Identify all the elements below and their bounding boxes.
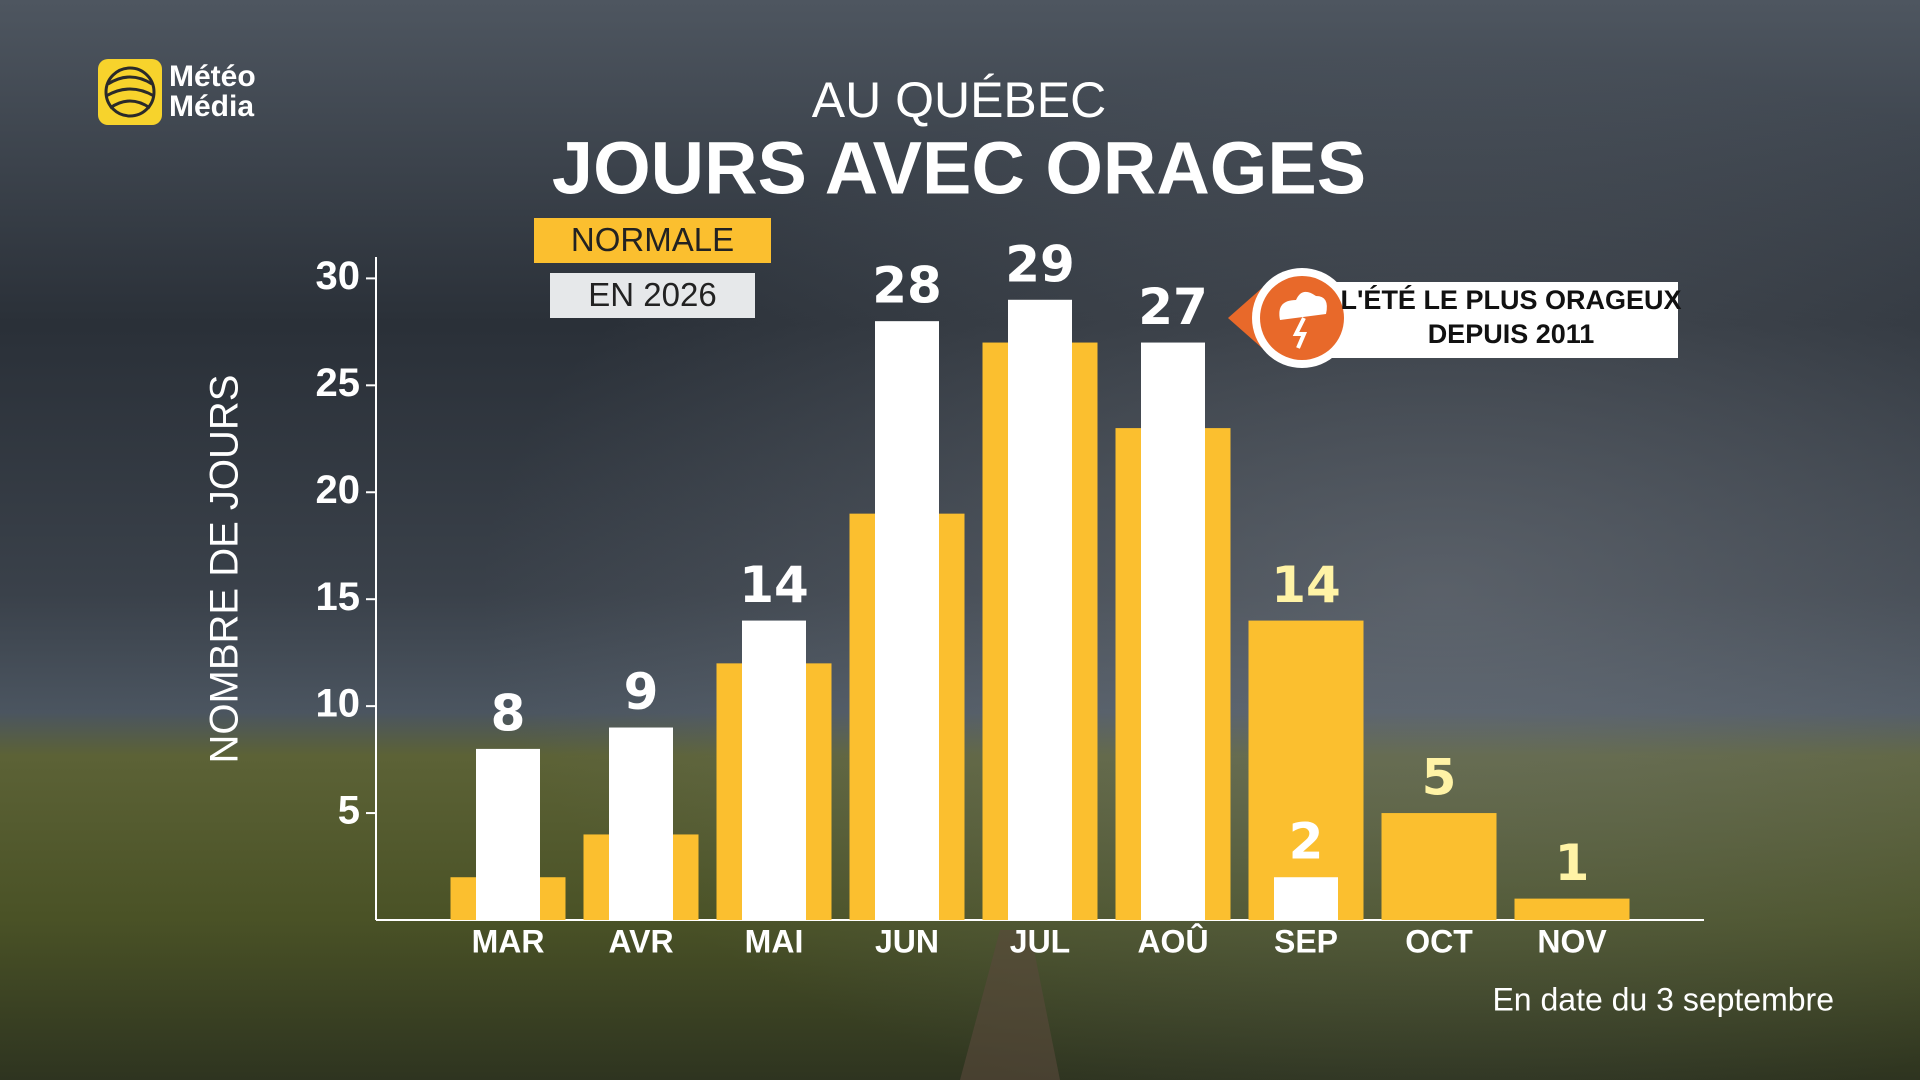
annotation-box [1300,282,1678,358]
x-tick-label: OCT [1405,923,1473,959]
bar [609,727,673,920]
annotation-text: DEPUIS 2011 [1428,319,1595,349]
x-tick-label: SEP [1274,923,1338,959]
value-label: 1 [1555,834,1590,892]
value-label: 8 [491,684,526,742]
bar [1141,342,1205,920]
logo-lines [105,75,155,110]
legend-label: EN 2026 [588,276,716,313]
x-tick-label: AOÛ [1137,923,1208,959]
legend-swatch [550,273,755,318]
supertitle: AU QUÉBEC [812,72,1107,128]
value-label: 14 [1271,556,1341,614]
value-label: 9 [624,663,659,721]
path-decoration [960,930,1060,1080]
logo-text: Météo [169,60,256,93]
annotation-arrow [1228,288,1262,348]
bar [1274,877,1338,920]
bar [1248,620,1364,920]
y-tick-label: 10 [316,682,361,726]
y-axis-label: NOMBRE DE JOURS [203,375,247,764]
bar [875,321,939,921]
y-tick-label: 20 [316,468,361,512]
legend-swatch [534,218,771,263]
value-label: 29 [1005,235,1075,293]
x-tick-label: JUN [875,923,939,959]
logo: Météo Média [98,59,256,125]
value-label: 5 [1422,749,1457,807]
bar [742,620,806,920]
x-tick-label: MAR [472,923,545,959]
y-tick-label: 30 [316,254,361,298]
x-tick-label: NOV [1537,923,1607,959]
bolt-icon [1292,317,1308,349]
chart-title: JOURS AVEC ORAGES [552,127,1366,210]
value-label: 2 [1289,813,1324,871]
footnote: En date du 3 septembre [1492,981,1834,1017]
value-label: 28 [872,257,942,315]
x-tick-label: MAI [745,923,804,959]
cloud-icon [1279,291,1327,320]
y-tick-label: 15 [316,575,361,619]
annotation-text: L'ÉTÉ LE PLUS ORAGEUX [1341,284,1682,315]
logo-globe [104,66,156,118]
bar [1381,813,1497,920]
x-tick-label: JUL [1010,923,1070,959]
value-label: 27 [1138,278,1208,336]
y-tick-label: 25 [316,361,361,405]
y-tick-label: 5 [338,789,360,833]
bar [1514,898,1630,920]
annotation: L'ÉTÉ LE PLUS ORAGEUX DEPUIS 2011 [1228,268,1681,368]
bar [476,748,540,920]
logo-text: Média [169,90,254,123]
legend-label: NORMALE [571,221,734,258]
x-tick-label: AVR [608,923,673,959]
value-label: 14 [739,556,809,614]
bar [1008,299,1072,921]
